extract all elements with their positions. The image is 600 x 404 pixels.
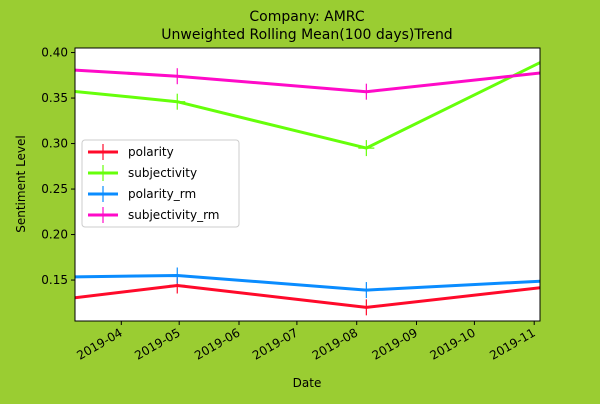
data-point-polarity_rm <box>358 282 375 299</box>
series-polarity_rm <box>75 267 540 299</box>
data-point-polarity_rm <box>169 267 186 284</box>
series-subjectivity_rm <box>75 68 540 100</box>
x-axis-label: Date <box>293 376 322 390</box>
legend-item-polarity_rm: polarity_rm <box>88 186 196 202</box>
data-point-polarity <box>358 299 375 316</box>
data-point-subjectivity <box>358 140 375 157</box>
legend-label: subjectivity <box>128 166 197 180</box>
chart-title-line2: Unweighted Rolling Mean(100 days)Trend <box>161 27 452 43</box>
data-point-subjectivity <box>169 93 186 110</box>
legend-label: subjectivity_rm <box>128 208 219 222</box>
legend-box <box>81 139 240 228</box>
x-tick-label: 2019-10 <box>427 325 477 362</box>
x-tick-label: 2019-07 <box>250 325 300 362</box>
legend-label: polarity <box>128 145 174 159</box>
data-point-subjectivity_rm <box>358 83 375 100</box>
series-layer <box>75 60 540 316</box>
y-tick-label: 0.25 <box>41 182 68 196</box>
legend-item-subjectivity: subjectivity <box>88 165 197 181</box>
x-tick-label: 2019-11 <box>487 325 537 362</box>
y-tick-label: 0.15 <box>41 273 68 287</box>
x-tick-label: 2019-09 <box>370 325 420 362</box>
series-line-polarity <box>75 284 540 309</box>
y-tick-label: 0.35 <box>41 91 68 105</box>
plot-frame <box>74 47 541 322</box>
x-tick-label: 2019-04 <box>74 325 124 362</box>
legend-label: polarity_rm <box>128 187 196 201</box>
x-tick-label: 2019-08 <box>310 325 360 362</box>
y-tick-label: 0.40 <box>41 46 68 60</box>
data-point-subjectivity_rm <box>169 68 186 85</box>
y-axis-label: Sentiment Level <box>14 135 28 233</box>
series-subjectivity <box>75 60 540 157</box>
y-tick-label: 0.30 <box>41 137 68 151</box>
chart-title-line1: Company: AMRC <box>249 9 364 25</box>
series-line-polarity_rm <box>75 274 540 292</box>
y-axis: 0.15 0.20 0.25 0.30 0.35 0.40 <box>41 46 75 287</box>
x-tick-label: 2019-06 <box>192 325 242 362</box>
x-tick-label: 2019-05 <box>132 325 182 362</box>
series-line-subjectivity_rm <box>75 68 540 94</box>
legend-item-polarity: polarity <box>88 144 174 160</box>
y-tick-label: 0.20 <box>41 228 68 242</box>
legend-item-subjectivity_rm: subjectivity_rm <box>88 207 219 223</box>
series-line-subjectivity <box>75 60 540 150</box>
x-axis: 2019-04 2019-05 2019-06 2019-07 2019-08 2019-… <box>74 321 538 363</box>
legend: polarity subjectivity polarity_rm subjectiv… <box>81 139 240 228</box>
